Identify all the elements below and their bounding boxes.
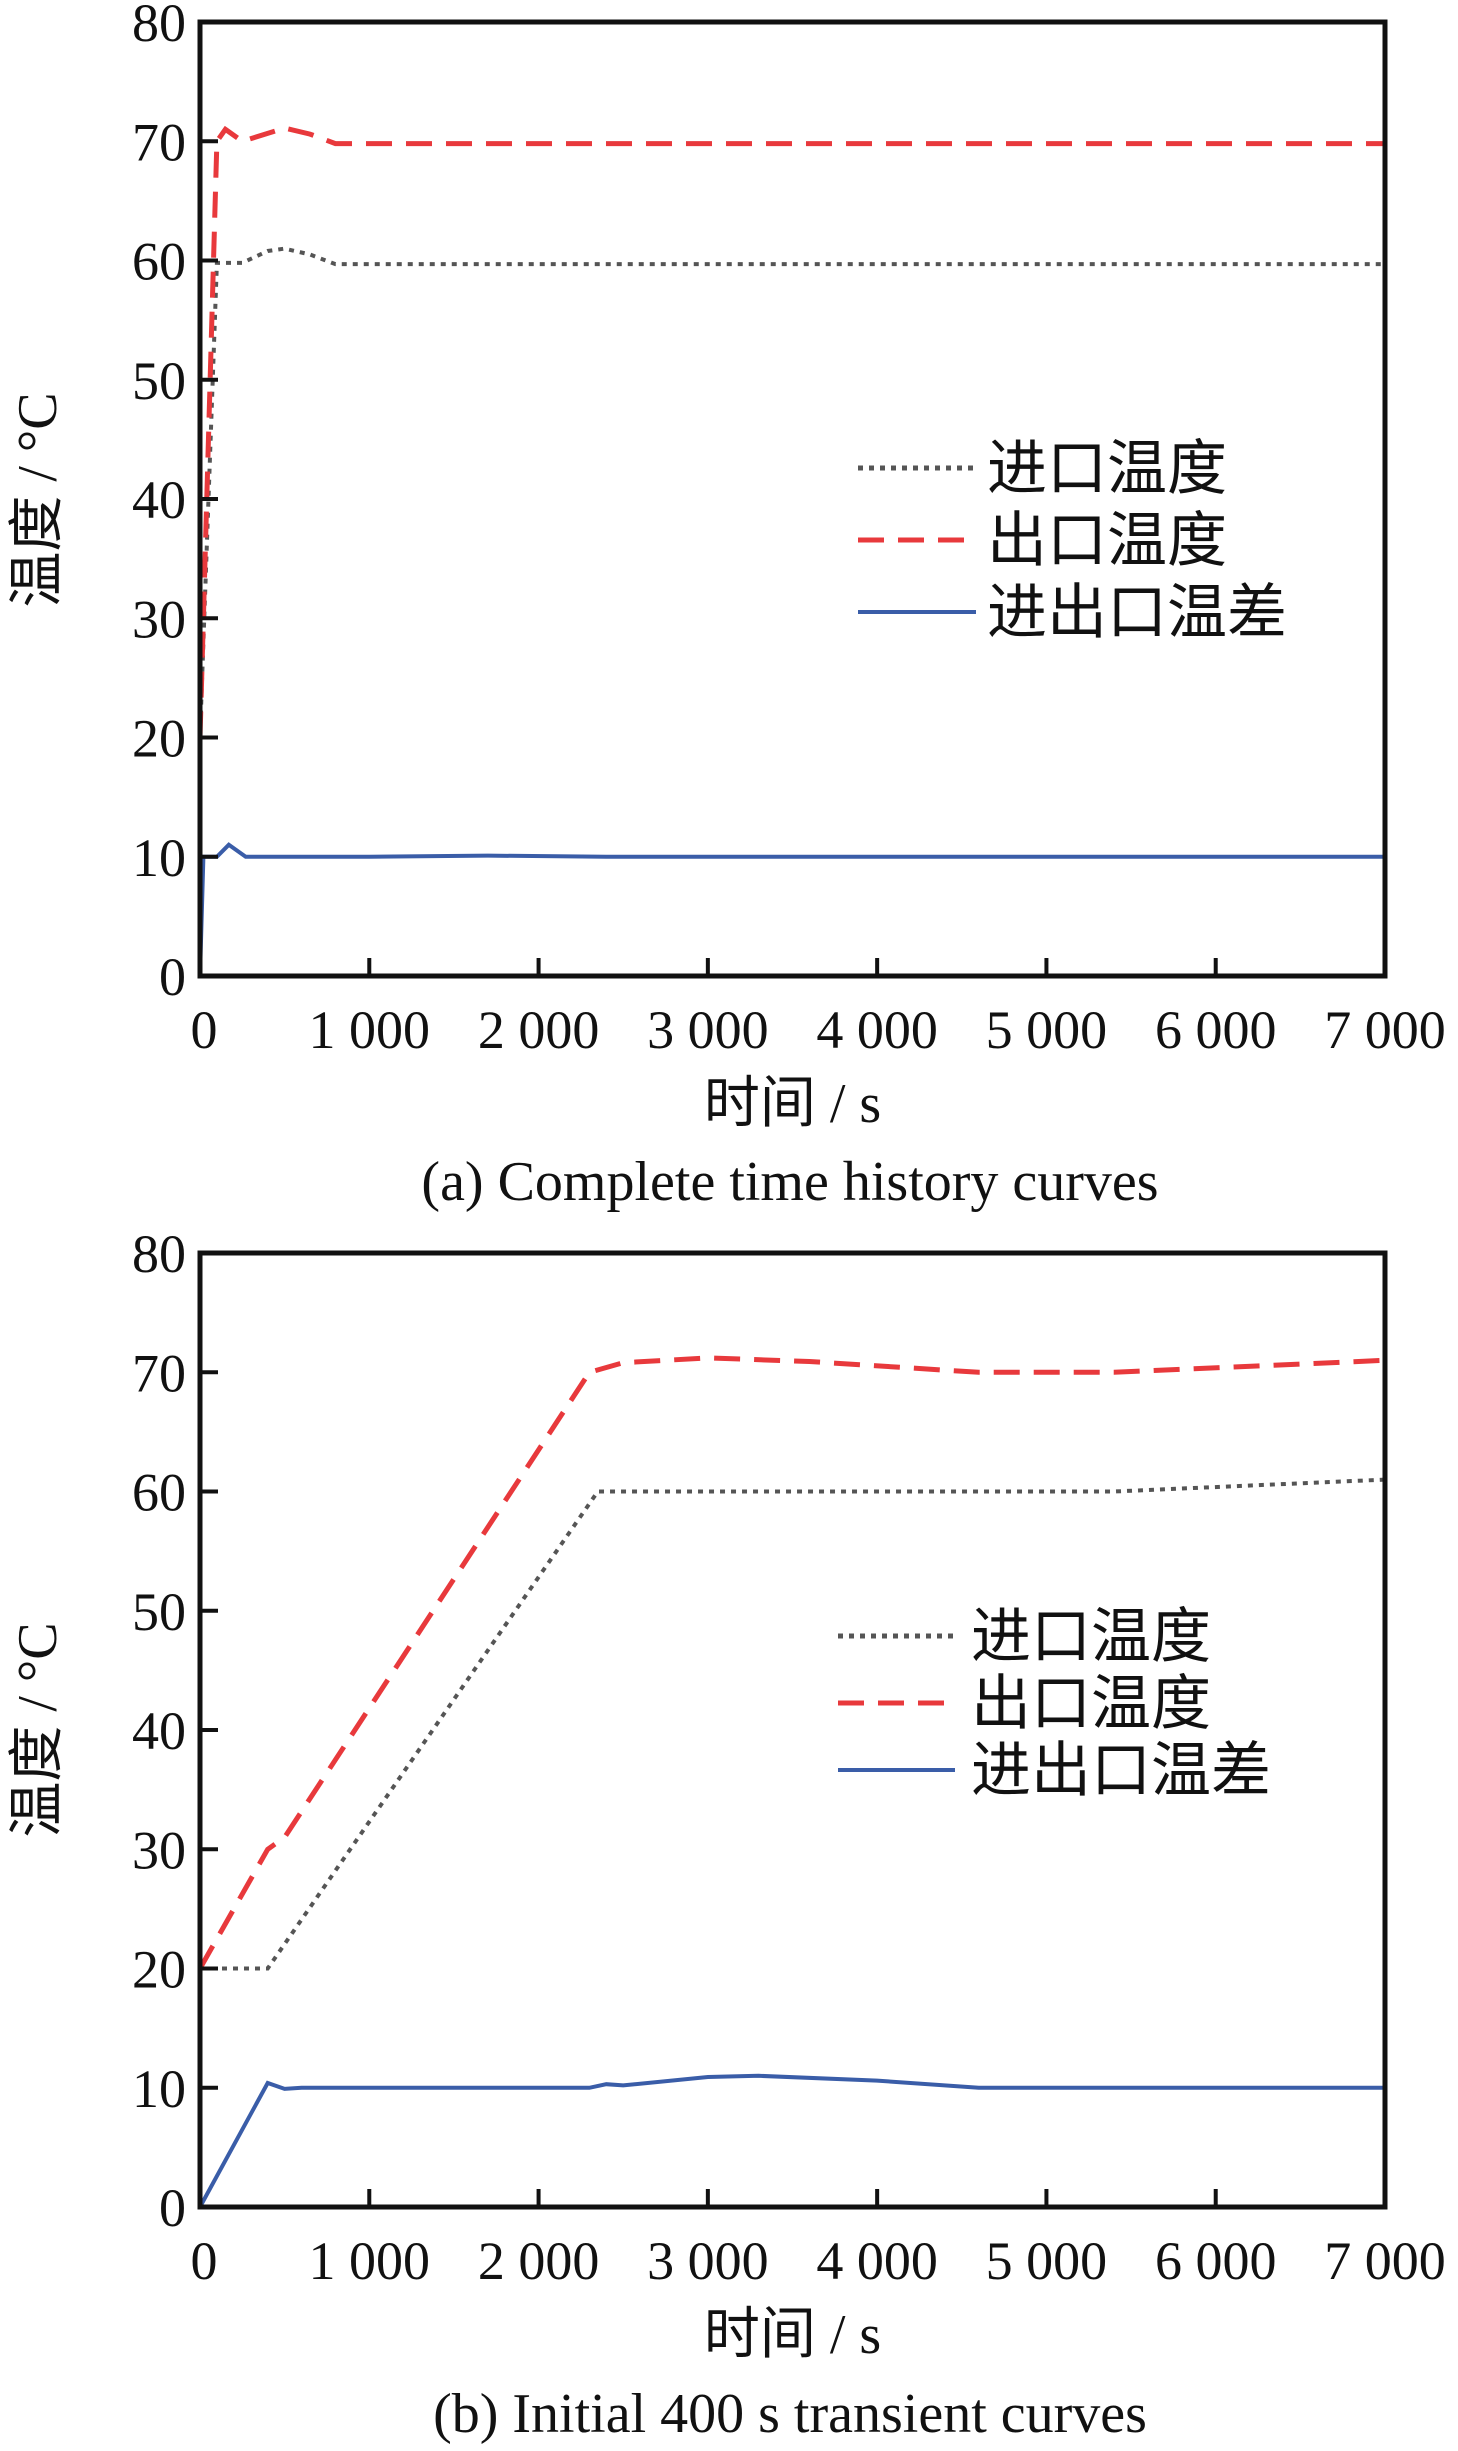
y-axis-label: 温度 / °C [7, 392, 69, 607]
x-tick-label: 0 [191, 1000, 218, 1060]
y-tick-label: 20 [132, 1940, 186, 2000]
y-tick-label: 80 [132, 0, 186, 53]
x-tick-label: 6 000 [1155, 1000, 1277, 1060]
y-tick-label: 60 [132, 232, 186, 292]
y-tick-label: 80 [132, 1224, 186, 1284]
legend-label-2: 进出口温差 [971, 1738, 1271, 1804]
series-line-1 [197, 1355, 1386, 1970]
legend-label-2: 进出口温差 [987, 580, 1287, 646]
series-line-0 [198, 246, 1385, 738]
x-tick-label: 1 000 [309, 2231, 431, 2291]
x-axis-label: 时间 / s [704, 2304, 881, 2366]
y-tick-label: 40 [132, 1701, 186, 1761]
x-tick-label: 7 000 [1324, 2231, 1446, 2291]
legend-label-0: 进口温度 [987, 436, 1227, 502]
y-tick-label: 20 [132, 709, 186, 769]
x-tick-label: 1 000 [309, 1000, 431, 1060]
series-line-0 [200, 1477, 1386, 1971]
series-line-2 [198, 2073, 1385, 2208]
x-tick-label: 0 [191, 2231, 218, 2291]
x-tick-label: 6 000 [1155, 2231, 1277, 2291]
x-tick-label: 4 000 [816, 2231, 938, 2291]
y-tick-label: 30 [132, 589, 186, 649]
x-tick-label: 2 000 [478, 1000, 600, 1060]
y-tick-label: 0 [159, 947, 186, 1007]
series-line-2 [198, 842, 1385, 977]
x-tick-label: 5 000 [986, 1000, 1108, 1060]
x-tick-label: 2 000 [478, 2231, 600, 2291]
y-tick-label: 50 [132, 1582, 186, 1642]
y-tick-label: 0 [159, 2178, 186, 2238]
y-tick-label: 70 [132, 112, 186, 172]
y-tick-label: 10 [132, 2059, 186, 2119]
series-line-1 [197, 125, 1385, 738]
chart-a: 0 10 20 30 40 50 60 70 80 0 1 000 2 000 3 000 4 000 5 … [7, 0, 1446, 1213]
chart-caption: (b) Initial 400 s transient curves [433, 2383, 1147, 2445]
x-tick-label: 3 000 [647, 2231, 769, 2291]
x-tick-label: 4 000 [816, 1000, 938, 1060]
x-tick-label: 3 000 [647, 1000, 769, 1060]
y-tick-label: 10 [132, 828, 186, 888]
chart-caption: (a) Complete time history curves [421, 1151, 1158, 1213]
legend-label-1: 出口温度 [987, 508, 1227, 574]
y-tick-label: 30 [132, 1820, 186, 1880]
x-axis-label: 时间 / s [704, 1073, 881, 1135]
y-axis-label: 温度 / °C [7, 1622, 69, 1837]
y-tick-label: 40 [132, 470, 186, 530]
legend-label-0: 进口温度 [971, 1604, 1211, 1670]
x-tick-label: 7 000 [1324, 1000, 1446, 1060]
legend-label-1: 出口温度 [971, 1671, 1211, 1737]
y-tick-label: 70 [132, 1343, 186, 1403]
x-tick-label: 5 000 [986, 2231, 1108, 2291]
chart-b: 0 10 20 30 40 50 60 70 80 0 1 000 2 000 3 000 4 000 5 … [7, 1224, 1446, 2445]
y-tick-label: 50 [132, 351, 186, 411]
y-tick-label: 60 [132, 1463, 186, 1523]
